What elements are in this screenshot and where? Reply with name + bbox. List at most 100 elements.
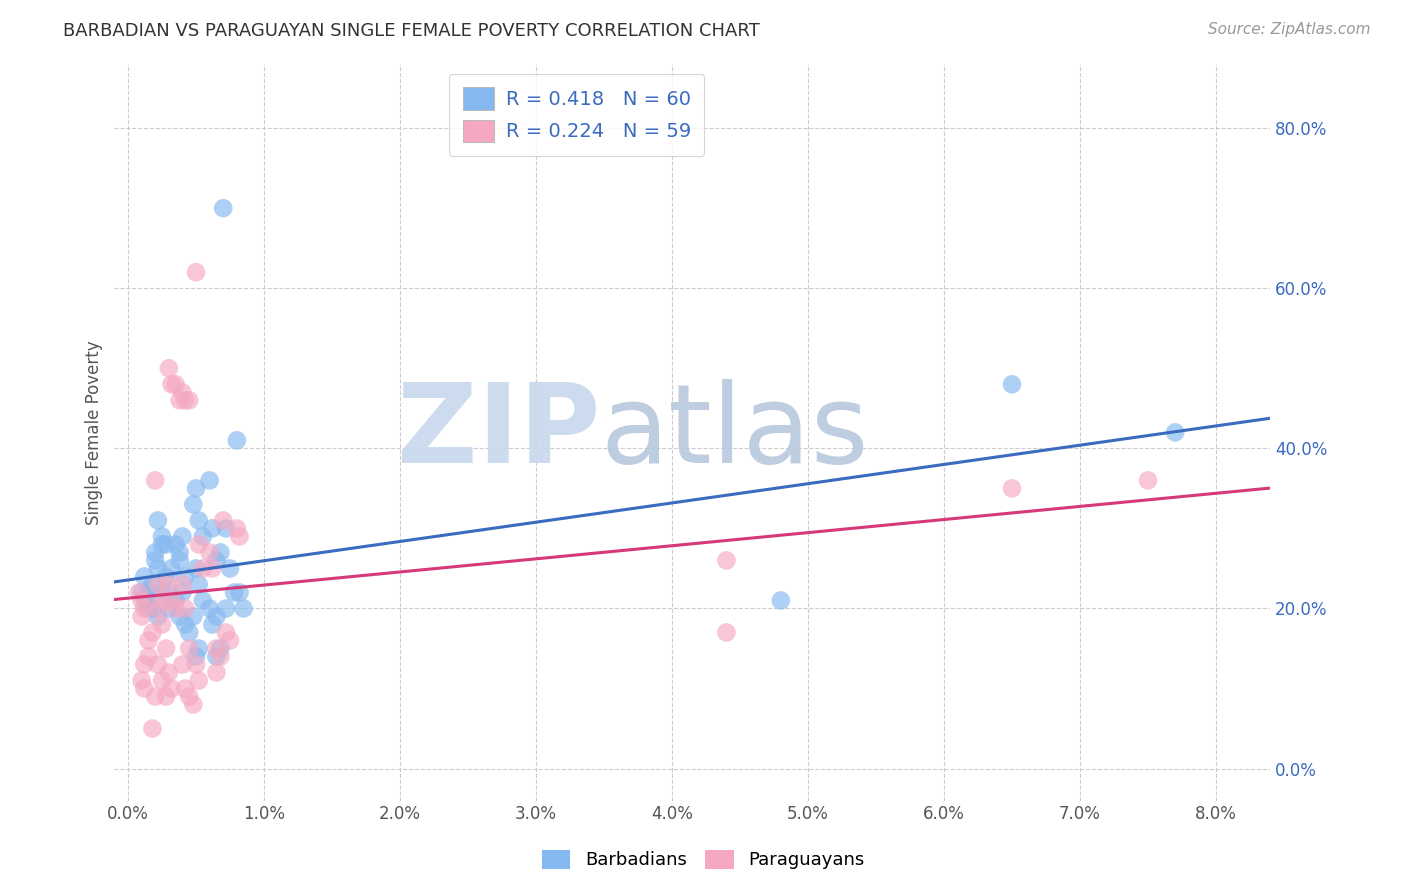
Point	[716, 625, 738, 640]
Point	[716, 553, 738, 567]
Point	[225, 434, 247, 448]
Text: BARBADIAN VS PARAGUAYAN SINGLE FEMALE POVERTY CORRELATION CHART: BARBADIAN VS PARAGUAYAN SINGLE FEMALE PO…	[63, 22, 761, 40]
Point	[187, 577, 209, 591]
Point	[141, 577, 163, 591]
Point	[131, 593, 153, 607]
Point	[179, 393, 201, 408]
Point	[172, 585, 194, 599]
Point	[157, 577, 180, 591]
Point	[157, 601, 180, 615]
Point	[134, 601, 156, 615]
Point	[184, 657, 207, 672]
Point	[184, 561, 207, 575]
Point	[228, 585, 250, 599]
Point	[222, 585, 245, 599]
Point	[150, 585, 173, 599]
Point	[169, 553, 191, 567]
Point	[150, 673, 173, 688]
Point	[179, 641, 201, 656]
Point	[138, 601, 160, 615]
Point	[209, 545, 232, 559]
Point	[205, 649, 228, 664]
Point	[146, 657, 169, 672]
Point	[143, 690, 166, 704]
Point	[172, 657, 194, 672]
Point	[187, 673, 209, 688]
Text: ZIP: ZIP	[396, 379, 600, 486]
Point	[181, 609, 204, 624]
Point	[219, 561, 242, 575]
Point	[201, 561, 224, 575]
Point	[138, 633, 160, 648]
Point	[138, 649, 160, 664]
Point	[131, 609, 153, 624]
Point	[187, 641, 209, 656]
Point	[215, 625, 238, 640]
Point	[187, 513, 209, 527]
Point	[205, 553, 228, 567]
Point	[191, 529, 214, 543]
Point	[160, 681, 183, 696]
Point	[150, 529, 173, 543]
Point	[146, 577, 169, 591]
Point	[143, 545, 166, 559]
Point	[174, 681, 197, 696]
Point	[172, 385, 194, 400]
Point	[198, 601, 221, 615]
Point	[187, 537, 209, 551]
Point	[205, 609, 228, 624]
Point	[181, 497, 204, 511]
Point	[201, 617, 224, 632]
Point	[128, 585, 150, 599]
Point	[141, 601, 163, 615]
Point	[1001, 482, 1024, 496]
Point	[212, 513, 235, 527]
Point	[215, 601, 238, 615]
Point	[155, 690, 177, 704]
Point	[141, 625, 163, 640]
Point	[135, 593, 157, 607]
Point	[169, 393, 191, 408]
Text: Source: ZipAtlas.com: Source: ZipAtlas.com	[1208, 22, 1371, 37]
Point	[225, 521, 247, 535]
Point	[160, 593, 183, 607]
Point	[172, 529, 194, 543]
Point	[134, 569, 156, 583]
Point	[179, 690, 201, 704]
Point	[174, 393, 197, 408]
Point	[184, 482, 207, 496]
Text: atlas: atlas	[600, 379, 869, 486]
Point	[146, 601, 169, 615]
Point	[160, 561, 183, 575]
Point	[184, 649, 207, 664]
Point	[228, 529, 250, 543]
Point	[219, 633, 242, 648]
Point	[150, 593, 173, 607]
Point	[150, 537, 173, 551]
Point	[198, 474, 221, 488]
Point	[1001, 377, 1024, 392]
Point	[146, 513, 169, 527]
Point	[134, 681, 156, 696]
Point	[205, 665, 228, 680]
Point	[198, 545, 221, 559]
Point	[143, 553, 166, 567]
Point	[157, 665, 180, 680]
Point	[131, 585, 153, 599]
Point	[169, 545, 191, 559]
Point	[165, 537, 187, 551]
Point	[165, 601, 187, 615]
Point	[157, 585, 180, 599]
Point	[169, 609, 191, 624]
Legend: R = 0.418   N = 60, R = 0.224   N = 59: R = 0.418 N = 60, R = 0.224 N = 59	[449, 74, 704, 155]
Point	[174, 601, 197, 615]
Point	[191, 593, 214, 607]
Point	[769, 593, 792, 607]
Point	[1136, 474, 1159, 488]
Point	[131, 673, 153, 688]
Point	[160, 377, 183, 392]
Point	[212, 201, 235, 215]
Point	[232, 601, 254, 615]
Point	[174, 617, 197, 632]
Point	[157, 361, 180, 376]
